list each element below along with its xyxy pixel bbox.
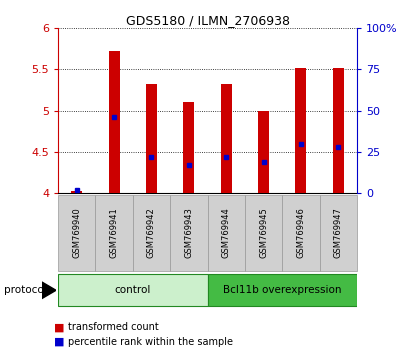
Text: ■: ■ <box>54 337 64 347</box>
Title: GDS5180 / ILMN_2706938: GDS5180 / ILMN_2706938 <box>125 14 290 27</box>
FancyBboxPatch shape <box>95 195 133 271</box>
FancyBboxPatch shape <box>170 195 208 271</box>
Text: GSM769945: GSM769945 <box>259 207 268 258</box>
Text: GSM769941: GSM769941 <box>110 207 119 258</box>
Bar <box>332 68 344 193</box>
Text: ■: ■ <box>54 322 64 332</box>
Bar <box>183 102 194 193</box>
Text: GSM769942: GSM769942 <box>147 207 156 258</box>
FancyBboxPatch shape <box>58 274 208 306</box>
Text: GSM769940: GSM769940 <box>72 207 81 258</box>
Text: GSM769943: GSM769943 <box>184 207 193 258</box>
Bar <box>258 112 269 193</box>
FancyBboxPatch shape <box>208 274 357 306</box>
Polygon shape <box>42 282 56 299</box>
Bar <box>146 84 157 193</box>
FancyBboxPatch shape <box>245 195 282 271</box>
Text: Bcl11b overexpression: Bcl11b overexpression <box>223 285 342 295</box>
FancyBboxPatch shape <box>282 195 320 271</box>
Bar <box>71 191 82 193</box>
FancyBboxPatch shape <box>208 195 245 271</box>
Bar <box>295 68 306 193</box>
Bar <box>221 84 232 193</box>
Text: GSM769946: GSM769946 <box>296 207 305 258</box>
Text: GSM769944: GSM769944 <box>222 207 231 258</box>
Text: GSM769947: GSM769947 <box>334 207 343 258</box>
Text: percentile rank within the sample: percentile rank within the sample <box>68 337 234 347</box>
FancyBboxPatch shape <box>320 195 357 271</box>
Text: transformed count: transformed count <box>68 322 159 332</box>
FancyBboxPatch shape <box>58 195 95 271</box>
Bar <box>109 51 120 193</box>
Text: protocol: protocol <box>4 285 47 295</box>
FancyBboxPatch shape <box>133 195 170 271</box>
Text: control: control <box>115 285 151 295</box>
